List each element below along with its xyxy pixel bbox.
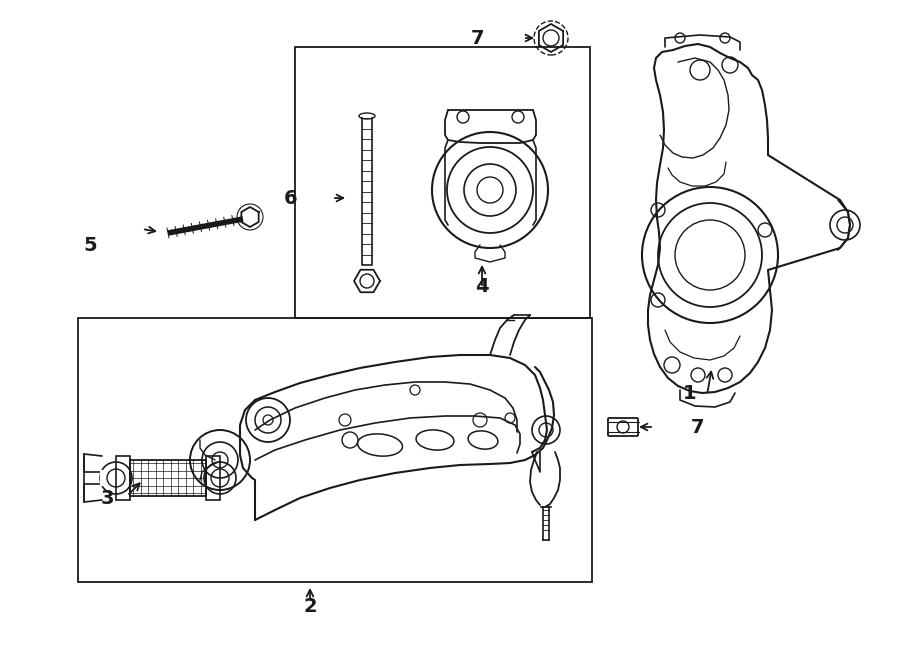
Text: 4: 4 <box>475 277 489 295</box>
Text: 7: 7 <box>471 28 484 48</box>
Text: 7: 7 <box>691 418 705 436</box>
Bar <box>130 460 206 496</box>
Bar <box>116 456 130 500</box>
Bar <box>206 456 220 500</box>
Text: 2: 2 <box>303 596 317 616</box>
Text: 3: 3 <box>100 489 113 508</box>
Bar <box>295 47 590 318</box>
Bar <box>78 318 592 582</box>
Text: 1: 1 <box>683 383 697 402</box>
Text: 5: 5 <box>83 236 97 254</box>
Text: 6: 6 <box>284 189 298 207</box>
